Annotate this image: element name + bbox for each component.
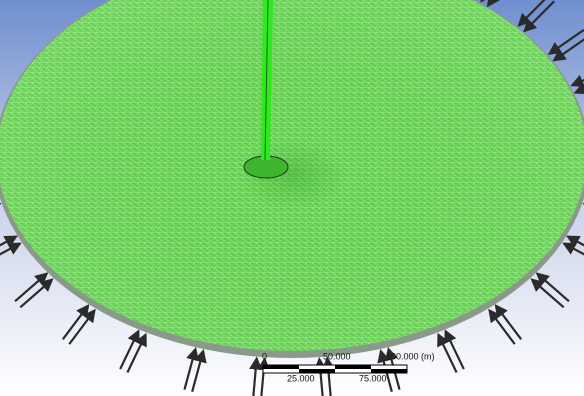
- scale-label: 75.000: [359, 373, 387, 383]
- scale-label: 0: [262, 351, 267, 361]
- scale-bar-segment: [263, 365, 299, 369]
- scale-label: 50.000: [323, 351, 351, 361]
- scale-bar-segment: [335, 365, 371, 369]
- scale-label: 100.000 (m): [386, 351, 435, 361]
- mesh-viewport: 0 50.000 100.000 (m) 25.000 75.000: [0, 0, 584, 396]
- scale-label: 25.000: [287, 373, 315, 383]
